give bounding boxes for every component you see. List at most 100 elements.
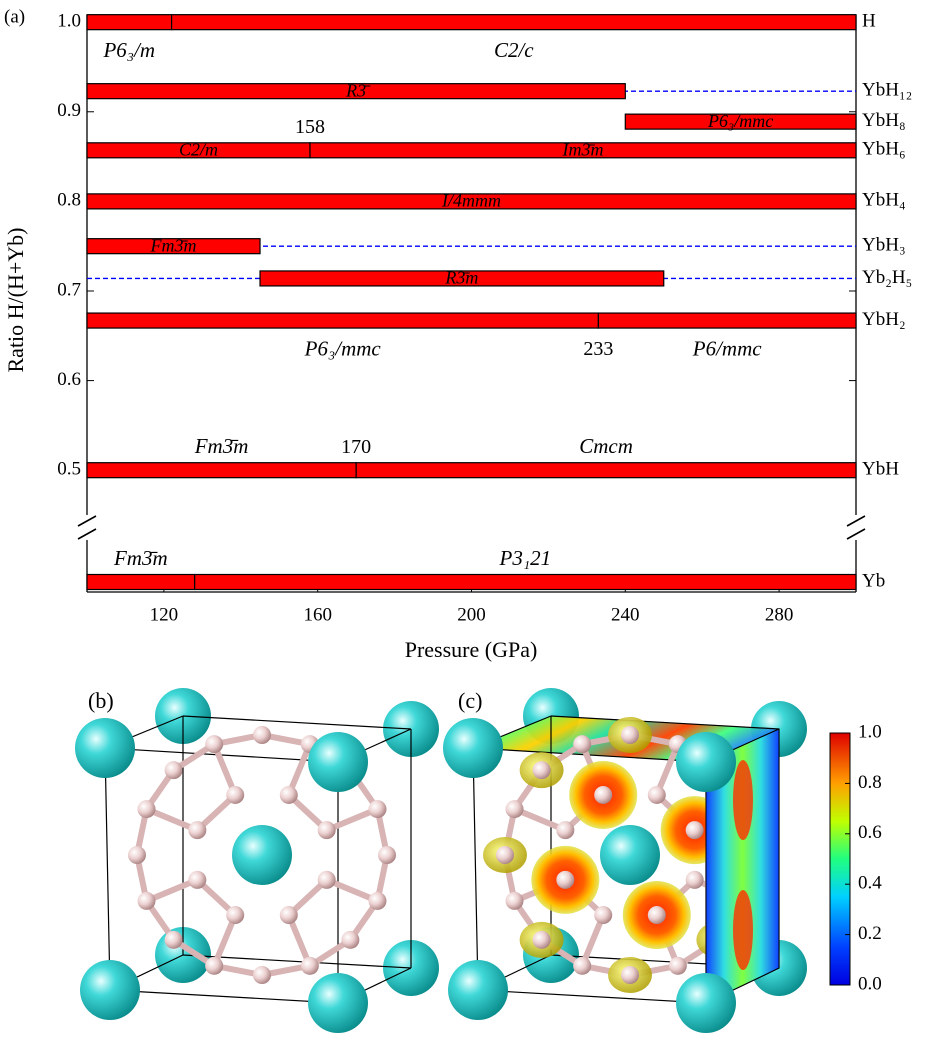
compound-label: H <box>862 11 876 32</box>
h-atom <box>226 906 245 925</box>
phase-label: C2/c <box>494 38 534 62</box>
x-tick-label: 280 <box>765 604 794 625</box>
h-bond <box>143 876 201 904</box>
phase-bar <box>86 573 196 591</box>
colorbar-tick-label: 0.0 <box>858 973 882 994</box>
h-atom <box>594 906 613 925</box>
phase-label: P3₁21 <box>499 546 552 570</box>
h-bond <box>211 912 239 969</box>
h-bond <box>285 912 313 969</box>
phase-bar <box>86 312 599 329</box>
cell-edge <box>182 715 412 730</box>
h-bond <box>211 741 239 798</box>
h-atom <box>378 846 396 864</box>
h-atom <box>253 966 271 984</box>
yb-atom <box>308 973 368 1033</box>
phase-label: R3̄m <box>444 268 478 288</box>
y-tick-label: 0.9 <box>57 100 81 121</box>
phase-bar <box>259 270 665 287</box>
h-atom <box>137 800 156 819</box>
yb-atom <box>80 960 140 1020</box>
phase-label: Im3̄m <box>562 139 604 159</box>
panel-label: (b) <box>88 688 114 713</box>
compound-label: Yb₂H₅ <box>862 267 912 288</box>
phase-label: R3̄ <box>345 80 371 100</box>
cell-edge <box>550 715 780 730</box>
phase-bar <box>86 238 261 255</box>
h-bond <box>511 806 569 834</box>
phase-label: P6₃/mmc <box>707 111 773 131</box>
h-atom <box>317 870 336 889</box>
y-tick-label: 0.8 <box>57 190 81 211</box>
cell-edge <box>109 989 339 1004</box>
panel-label: (a) <box>4 6 25 27</box>
colorbar-tick-label: 0.4 <box>858 873 882 894</box>
h-atom <box>205 956 224 975</box>
colorbar-tick-label: 0.2 <box>858 923 882 944</box>
compound-label: YbH₈ <box>862 110 906 131</box>
y-tick-label: 0.7 <box>57 279 81 300</box>
h-atom <box>556 821 575 840</box>
h-atom <box>573 735 592 754</box>
phase-bar <box>624 113 857 130</box>
h-atom <box>647 785 666 804</box>
h-bond <box>323 876 381 904</box>
h-atom <box>188 870 207 889</box>
colorbar-tick-label: 1.0 <box>858 721 882 742</box>
axis-break <box>846 515 866 527</box>
yb-atom <box>308 732 368 792</box>
h-atom <box>226 785 245 804</box>
yb-atom <box>448 960 508 1020</box>
h-atom <box>621 966 639 984</box>
yb-atom <box>75 718 135 778</box>
h-atom <box>505 891 524 910</box>
compound-label: YbH₁₂ <box>862 80 912 101</box>
x-tick-label: 160 <box>303 604 332 625</box>
h-atom <box>164 930 183 949</box>
h-atom <box>496 846 514 864</box>
compound-label: YbH <box>862 459 899 480</box>
y-axis-label: Ratio H/(H+Yb) <box>3 228 28 373</box>
h-atom <box>341 930 360 949</box>
h-atom <box>668 956 687 975</box>
h-atom <box>188 821 207 840</box>
h-bond <box>653 741 681 798</box>
h-atom <box>685 821 704 840</box>
yb-atom <box>676 973 736 1033</box>
phase-bar <box>355 462 857 479</box>
yb-atom <box>232 825 292 885</box>
h-atom <box>205 735 224 754</box>
h-atom <box>128 846 146 864</box>
phase-bar <box>86 14 173 31</box>
h-bond <box>143 806 201 834</box>
phase-bar <box>309 142 857 159</box>
compound-label: YbH₄ <box>862 190 906 211</box>
phase-label: Fm3̄m <box>150 235 197 255</box>
yb-atom <box>600 825 660 885</box>
x-axis-label: Pressure (GPa) <box>405 637 538 662</box>
h-atom <box>253 726 271 744</box>
axis-break <box>77 515 97 527</box>
x-tick-label: 240 <box>611 604 640 625</box>
elf-slice-max <box>733 760 753 840</box>
compound-label: YbH₃ <box>862 235 906 256</box>
phase-bar <box>86 193 857 210</box>
phase-label: Fm3̄m <box>113 546 168 570</box>
h-atom <box>647 906 666 925</box>
cell-edge <box>472 747 479 991</box>
phase-label: P6₃/m <box>102 38 155 62</box>
colorbar-tick-label: 0.8 <box>858 772 882 793</box>
phase-label: I/4mmm <box>441 191 501 211</box>
cell-edge <box>104 747 111 991</box>
phase-bar <box>86 83 626 100</box>
phase-bar <box>170 14 857 31</box>
cell-edge <box>477 989 707 1004</box>
phase-bar <box>597 312 857 329</box>
h-atom <box>505 800 524 819</box>
h-atom <box>532 930 551 949</box>
h-atom <box>573 956 592 975</box>
yb-atom <box>443 718 503 778</box>
elf-slice-max <box>733 890 753 970</box>
elf-slice <box>705 728 780 1004</box>
